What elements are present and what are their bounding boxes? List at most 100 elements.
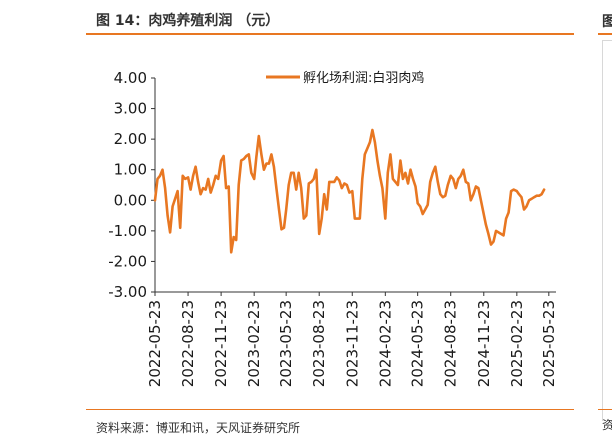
data-point bbox=[341, 187, 343, 189]
data-point bbox=[230, 251, 232, 254]
data-point bbox=[209, 191, 212, 194]
legend: 孵化场利润:白羽肉鸡 bbox=[266, 70, 424, 86]
data-point bbox=[490, 243, 492, 246]
data-point bbox=[248, 153, 250, 156]
data-point bbox=[467, 182, 470, 185]
data-point bbox=[434, 165, 437, 168]
y-tick-label: 2.00 bbox=[114, 130, 147, 148]
data-point bbox=[235, 239, 237, 241]
data-point bbox=[364, 153, 366, 156]
data-point bbox=[297, 172, 300, 174]
data-point bbox=[444, 194, 447, 197]
data-point bbox=[495, 230, 497, 232]
data-point bbox=[320, 217, 323, 220]
data-point bbox=[171, 205, 174, 208]
data-point bbox=[376, 159, 379, 162]
data-point bbox=[366, 147, 369, 150]
adjacent-bottom-rule bbox=[598, 409, 612, 410]
data-point bbox=[295, 188, 298, 191]
data-point bbox=[429, 181, 432, 183]
data-point bbox=[169, 231, 171, 234]
data-point bbox=[482, 211, 485, 214]
data-point bbox=[323, 193, 326, 195]
adjacent-source-fragment: 资 bbox=[602, 418, 612, 432]
data-point bbox=[336, 176, 338, 179]
data-point bbox=[470, 199, 472, 202]
data-point bbox=[507, 211, 510, 214]
data-point bbox=[465, 181, 467, 183]
data-point bbox=[204, 188, 207, 191]
data-point bbox=[475, 185, 477, 188]
data-point bbox=[159, 175, 161, 177]
data-point bbox=[258, 135, 260, 137]
data-point bbox=[243, 158, 245, 160]
data-point bbox=[273, 165, 275, 168]
data-point bbox=[449, 175, 452, 177]
data-point bbox=[437, 181, 439, 183]
data-point bbox=[412, 178, 414, 180]
data-point bbox=[164, 187, 166, 189]
data-point bbox=[460, 175, 462, 177]
adjacent-chart-frame bbox=[602, 40, 612, 421]
data-point bbox=[156, 178, 159, 180]
data-point bbox=[462, 168, 465, 171]
data-point bbox=[472, 193, 475, 195]
data-point bbox=[397, 184, 399, 186]
adjacent-title-rule bbox=[598, 33, 612, 35]
data-point bbox=[187, 176, 189, 179]
x-tick-label: 2023-05-23 bbox=[277, 300, 295, 387]
data-point bbox=[181, 175, 184, 177]
x-tick-label: 2023-11-23 bbox=[343, 300, 361, 387]
data-point bbox=[533, 196, 535, 198]
data-point bbox=[197, 181, 199, 183]
data-point bbox=[523, 208, 525, 211]
data-point bbox=[402, 178, 404, 180]
data-point bbox=[217, 178, 219, 180]
adjacent-figure-edge: 图 资 bbox=[598, 10, 612, 446]
data-point bbox=[207, 178, 209, 180]
data-point bbox=[310, 181, 313, 183]
data-point bbox=[222, 155, 225, 157]
source-note: 资料来源：博亚和讯，天风证券研究所 bbox=[96, 421, 301, 435]
data-point bbox=[394, 181, 397, 183]
data-point bbox=[399, 159, 402, 162]
data-point bbox=[432, 172, 434, 174]
data-point bbox=[512, 188, 515, 191]
data-point bbox=[265, 162, 268, 165]
data-point bbox=[528, 199, 530, 202]
data-point bbox=[371, 129, 374, 131]
data-point bbox=[220, 159, 222, 162]
data-point bbox=[240, 159, 242, 162]
data-point bbox=[492, 240, 495, 243]
data-point bbox=[381, 187, 384, 189]
data-point bbox=[518, 193, 520, 195]
data-point bbox=[510, 190, 512, 192]
y-tick-label: 4.00 bbox=[114, 69, 147, 87]
data-point bbox=[331, 181, 333, 183]
series-line-0 bbox=[153, 128, 546, 254]
data-point bbox=[369, 141, 371, 143]
data-point bbox=[166, 214, 169, 217]
data-point bbox=[232, 236, 235, 238]
y-tick-label: -1.00 bbox=[108, 222, 147, 240]
data-point bbox=[199, 193, 202, 195]
data-point bbox=[387, 172, 389, 174]
data-point bbox=[245, 155, 248, 157]
data-point bbox=[442, 196, 444, 198]
data-point bbox=[348, 191, 351, 194]
figure-title: 图 14：肉鸡养殖利润 （元） bbox=[96, 13, 280, 29]
data-point bbox=[426, 204, 429, 206]
data-point bbox=[179, 227, 181, 229]
x-tick-label: 2024-05-23 bbox=[409, 300, 427, 387]
data-point bbox=[538, 194, 540, 197]
data-point bbox=[505, 217, 507, 220]
data-point bbox=[497, 231, 500, 234]
data-point bbox=[343, 182, 346, 185]
data-point bbox=[194, 165, 197, 168]
data-point bbox=[275, 187, 278, 189]
data-point bbox=[192, 175, 194, 177]
bottom-rule bbox=[86, 409, 574, 410]
y-tick-label: 3.00 bbox=[114, 100, 147, 118]
data-point bbox=[457, 178, 460, 180]
